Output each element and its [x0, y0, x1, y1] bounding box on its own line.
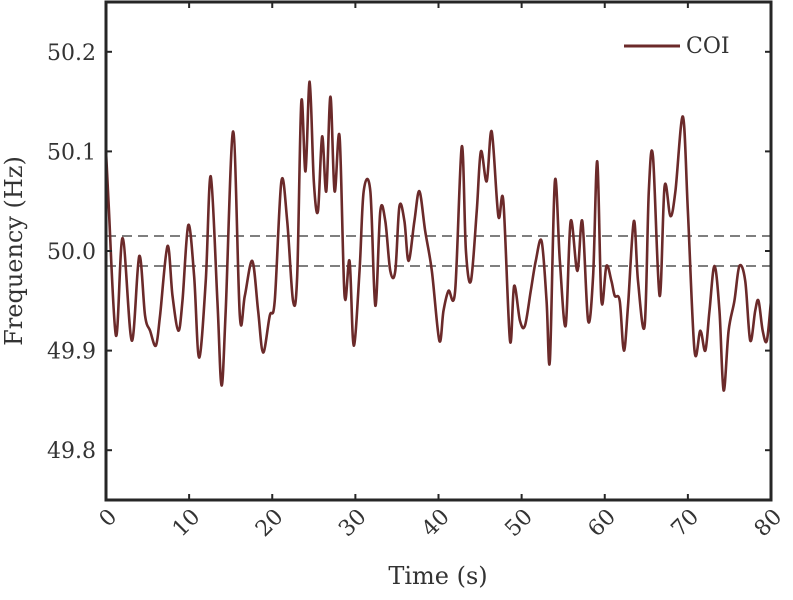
y-tick-label: 50.1 — [47, 140, 96, 165]
legend-label-coi: COI — [686, 34, 730, 59]
y-tick-label: 50.2 — [47, 41, 96, 66]
series-layer — [106, 80, 771, 392]
y-tick-label: 49.8 — [47, 439, 96, 464]
y-tick-label: 50.0 — [47, 240, 96, 265]
series-line-coi — [106, 80, 771, 392]
legend: COI — [624, 34, 730, 59]
y-axis-label: Frequency (Hz) — [0, 156, 28, 346]
y-axis-ticks: 49.8 49.9 50.0 50.1 50.2 — [47, 41, 771, 464]
x-axis-label: Time (s) — [388, 562, 487, 590]
y-tick-label: 49.9 — [47, 340, 96, 365]
